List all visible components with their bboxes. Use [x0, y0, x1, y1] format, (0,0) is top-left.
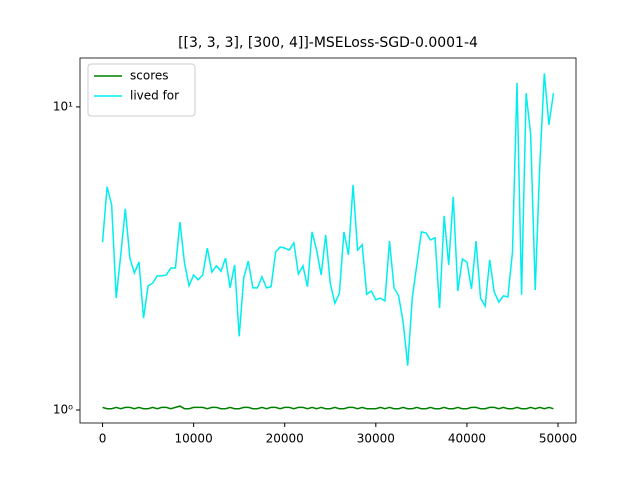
x-tick-label: 10000: [175, 432, 213, 446]
axes-frame: [79, 57, 577, 424]
series-line: [101, 73, 555, 366]
legend-label: scores: [130, 69, 169, 83]
y-tick-label: 10¹: [53, 99, 73, 113]
x-tick-label: 40000: [448, 432, 486, 446]
series-line: [102, 405, 554, 410]
x-tick-label: 0: [99, 432, 107, 446]
legend-box: [87, 63, 196, 117]
legend: scores lived for: [87, 63, 196, 117]
y-tick-label: 10⁰: [53, 403, 73, 417]
x-tick-label: 20000: [266, 432, 304, 446]
chart-title: [[3, 3, 3], [300, 4]]-MSELoss-SGD-0.0001…: [178, 35, 478, 51]
legend-label: lived for: [130, 89, 179, 103]
x-tick-label: 30000: [357, 432, 395, 446]
x-tick-label: 50000: [539, 432, 577, 446]
